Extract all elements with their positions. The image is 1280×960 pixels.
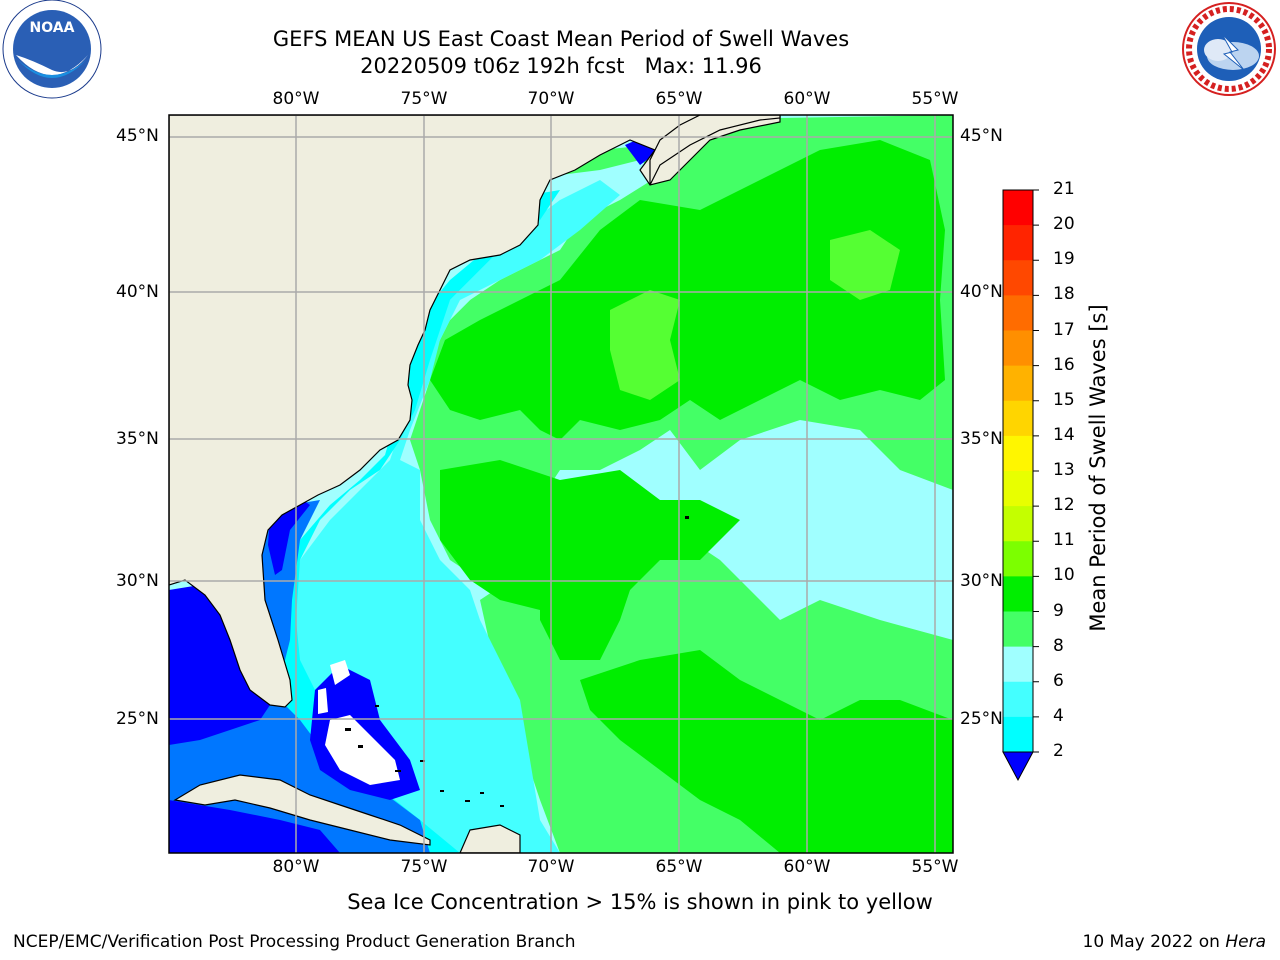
colorbar-tick-label: 21 (1053, 179, 1075, 199)
colorbar-tick-label: 18 (1053, 284, 1075, 305)
lon-label-top: 75°W (400, 89, 448, 109)
lat-label-left: 40°N (116, 282, 159, 302)
land-nova-scotia (649, 115, 781, 186)
swell-region-10-11 (430, 140, 945, 440)
colorbar-segment (1003, 400, 1033, 437)
run-date-text: 10 May 2022 on (1082, 932, 1226, 952)
colorbar-segment (1003, 225, 1033, 261)
colorbar-tick-label: 10 (1053, 565, 1075, 586)
colorbar-tick-label: 9 (1053, 600, 1064, 621)
lat-label-left: 45°N (116, 126, 159, 146)
colorbar-tick-label: 13 (1053, 460, 1075, 480)
colorbar-tick-label: 2 (1053, 741, 1064, 761)
lat-label-right: 30°N (960, 571, 1003, 591)
lon-label-bottom: 55°W (911, 857, 959, 877)
sea-ice-note: Sea Ice Concentration > 15% is shown in … (0, 890, 1280, 914)
lon-label-bottom: 65°W (655, 857, 703, 877)
lat-label-right: 45°N (960, 126, 1003, 146)
map-title: GEFS MEAN US East Coast Mean Period of S… (272, 27, 850, 51)
lat-label-left: 30°N (116, 571, 159, 591)
land-north-america (169, 115, 781, 708)
bank-mask-3 (318, 688, 328, 714)
colorbar-segment (1003, 295, 1033, 331)
colorbar-segment (1003, 716, 1033, 753)
lon-label-top: 55°W (911, 89, 959, 109)
svg-text:NOAA: NOAA (30, 20, 75, 36)
producer-credit: NCEP/EMC/Verification Post Processing Pr… (13, 932, 576, 952)
lon-label-bottom: 80°W (272, 857, 320, 877)
swell-region-below-2-carib (169, 800, 340, 853)
colorbar-tick-label: 6 (1053, 670, 1064, 691)
colorbar-tick-label: 20 (1053, 214, 1075, 235)
land-hispaniola (459, 824, 521, 853)
colorbar-segment (1003, 260, 1033, 296)
colorbar-segment (1003, 681, 1033, 718)
colorbar-segment (1003, 576, 1033, 612)
colorbar-segment (1003, 471, 1033, 507)
swell-region-10-11-d (540, 540, 640, 660)
swell-region-10-11-b (440, 460, 740, 620)
lon-label-top: 70°W (527, 89, 575, 109)
colorbar-tick-label: 12 (1053, 495, 1075, 516)
run-host: Hera (1225, 932, 1266, 952)
swell-region-10-11-c (580, 650, 953, 853)
colorbar-segment (1003, 541, 1033, 577)
bahamas-islands (345, 516, 689, 807)
colorbar-tick-label: 15 (1053, 389, 1075, 410)
colorbar-tick-label: 14 (1053, 424, 1075, 445)
lat-label-left: 25°N (116, 709, 159, 729)
lat-label-right: 40°N (960, 282, 1003, 302)
colorbar (1002, 189, 1039, 782)
bank-mask (325, 715, 400, 785)
colorbar-segment (1003, 506, 1033, 542)
lat-label-right: 35°N (960, 429, 1003, 449)
colorbar-segment (1003, 611, 1033, 648)
colorbar-segment (1003, 190, 1033, 226)
run-date: 10 May 2022 on Hera (1083, 932, 1267, 952)
lat-label-right: 25°N (960, 709, 1003, 729)
colorbar-tick-label: 8 (1053, 635, 1064, 656)
colorbar-segment (1003, 435, 1033, 472)
lon-label-bottom: 70°W (527, 857, 575, 877)
map-frame (168, 114, 954, 854)
colorbar-tick-label: 11 (1053, 530, 1075, 551)
nws-logo (1178, 0, 1280, 100)
colorbar-tick-label: 19 (1053, 249, 1075, 270)
graticule (169, 115, 953, 853)
forecast-info: 20220509 t06z 192h fcst Max: 11.96 (360, 54, 762, 78)
colorbar-tick-label: 17 (1053, 319, 1075, 340)
colorbar-tick-label: 16 (1053, 354, 1075, 375)
colorbar-tick-label: 4 (1053, 705, 1064, 726)
colorbar-segment (1003, 646, 1033, 683)
swell-region-below-2-gulf (169, 585, 270, 745)
lon-label-top: 60°W (783, 89, 831, 109)
colorbar-extend-min (1002, 751, 1034, 782)
colorbar-segment (1003, 365, 1033, 402)
land-cuba (173, 774, 431, 846)
colorbar-label-text: Mean Period of Swell Waves [s] (1086, 304, 1110, 632)
lon-label-bottom: 60°W (783, 857, 831, 877)
swell-region-11-12 (610, 290, 680, 400)
bank-mask-2 (330, 660, 350, 685)
lon-label-bottom: 75°W (400, 857, 448, 877)
noaa-logo: NOAA (0, 0, 104, 100)
lon-label-top: 80°W (272, 89, 320, 109)
lon-label-top: 65°W (655, 89, 703, 109)
sea-ice-note-text: Sea Ice Concentration > 15% is shown in … (347, 890, 933, 914)
swell-region-6-8 (290, 180, 620, 853)
lat-label-left: 35°N (116, 429, 159, 449)
colorbar-segment (1003, 330, 1033, 367)
swell-region-11-12-b (830, 230, 900, 300)
